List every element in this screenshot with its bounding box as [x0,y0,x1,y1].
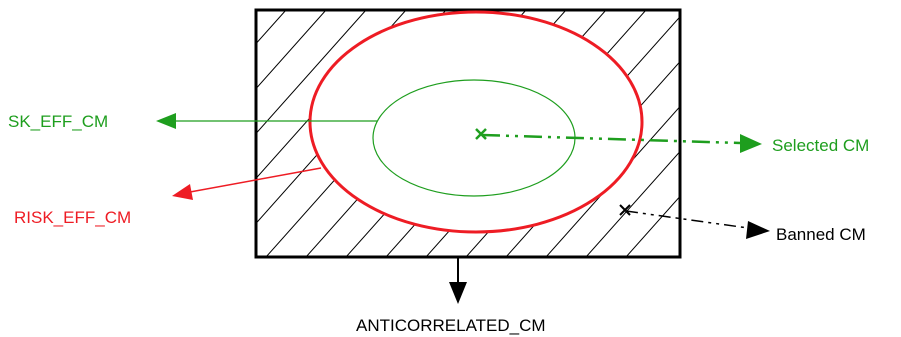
selected-cm-arrow [481,133,762,153]
sk-eff-arrow [156,113,377,129]
selected-cm-marker [475,128,487,140]
anticorrelated-arrow [449,257,467,304]
risk-eff-ellipse [308,10,644,234]
banned-cm-label: Banned CM [776,225,866,244]
sk-eff-label: SK_EFF_CM [8,112,108,131]
risk-eff-arrow [172,167,322,200]
banned-cm-arrow [625,210,770,239]
selected-cm-label: Selected CM [772,136,869,155]
hatch-pattern [256,10,680,257]
risk-eff-label: RISK_EFF_CM [14,208,131,227]
sk-eff-ellipse [372,79,576,197]
anticorrelated-label: ANTICORRELATED_CM [356,316,546,335]
banned-cm-marker [619,204,631,216]
anticorrelated-region-box [254,8,682,259]
